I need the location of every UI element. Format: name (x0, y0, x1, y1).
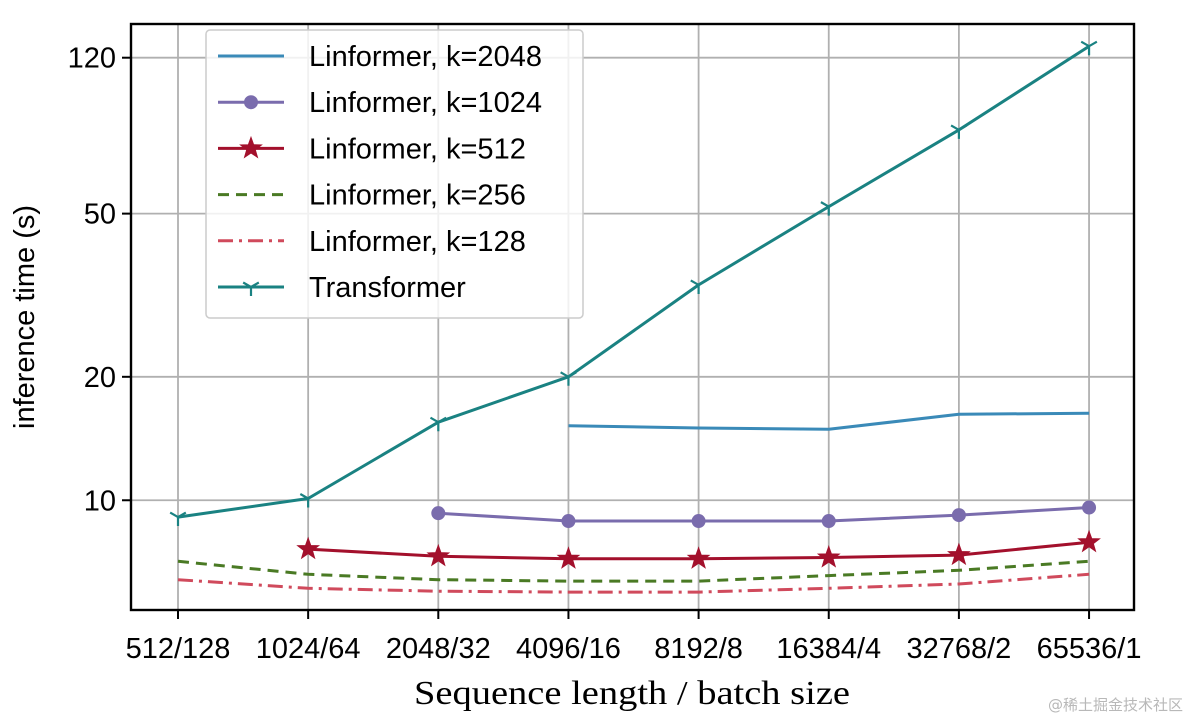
legend-marker (242, 281, 260, 296)
data-point (1082, 500, 1097, 515)
series-line (568, 411, 1090, 431)
legend-entry: Linformer, k=1024 (218, 87, 542, 119)
data-point (820, 201, 838, 216)
series-line (438, 506, 1090, 523)
legend-entry: Linformer, k=2048 (218, 41, 542, 73)
series-linformer-k-1024 (431, 500, 1097, 529)
series-transformer (169, 40, 1098, 527)
series-line (177, 559, 1090, 583)
legend-entry: Transformer (218, 272, 466, 304)
data-point (691, 514, 706, 529)
legend-label: Linformer, k=256 (309, 180, 526, 212)
legend-marker (244, 95, 258, 110)
watermark: @稀土掘金技术社区 (1048, 696, 1183, 714)
legend-entry: Linformer, k=256 (218, 180, 526, 212)
y-axis-label: inference time (s) (9, 205, 41, 429)
data-point (686, 546, 711, 569)
x-tick-label: 2048/32 (386, 633, 491, 665)
data-point (1080, 40, 1098, 56)
x-tick-label: 512/128 (126, 633, 231, 665)
legend-entry: Linformer, k=128 (218, 226, 526, 258)
x-tick-label: 8192/8 (654, 633, 743, 665)
legend-label: Transformer (309, 272, 466, 304)
legend: Linformer, k=2048 Linformer, k=1024 Linfor… (205, 29, 584, 319)
ticks: 512/128 1024/64 2048/32 4096/16 8192/8 16384/… (68, 43, 1142, 665)
data-point (951, 508, 966, 523)
legend-box (205, 29, 584, 319)
legend-label: Linformer, k=512 (309, 133, 526, 165)
data-point (556, 546, 581, 569)
y-tick-label: 10 (84, 485, 116, 517)
data-point (426, 543, 451, 567)
series-linformer-k-512 (296, 529, 1101, 569)
legend-entry: Linformer, k=512 (218, 133, 526, 165)
x-tick-label: 16384/4 (776, 633, 881, 665)
series-line (177, 572, 1090, 594)
y-tick-label: 120 (68, 43, 116, 75)
x-tick-label: 32768/2 (906, 633, 1011, 665)
data-point (299, 493, 317, 508)
y-tick-label: 20 (84, 362, 116, 394)
legend-label: Linformer, k=128 (309, 226, 526, 258)
data-point (296, 536, 321, 560)
series-layer (169, 40, 1101, 594)
data-point (821, 514, 836, 529)
data-point (169, 511, 187, 527)
legend-label: Linformer, k=2048 (309, 41, 542, 73)
data-point (816, 545, 841, 568)
series-linformer-k-2048 (568, 411, 1090, 431)
x-tick-label: 1024/64 (256, 633, 361, 665)
series-linformer-k-128 (177, 572, 1090, 594)
data-point (947, 542, 971, 566)
data-point (950, 124, 968, 139)
legend-label: Linformer, k=1024 (309, 87, 542, 119)
data-point (1077, 529, 1101, 553)
legend-marker (239, 135, 263, 159)
x-tick-label: 65536/1 (1037, 633, 1142, 665)
data-point (431, 506, 446, 521)
y-tick-label: 50 (84, 199, 116, 231)
data-point (690, 279, 707, 294)
data-point (560, 371, 577, 386)
data-point (561, 514, 576, 529)
series-line (177, 44, 1090, 519)
x-axis-label: Sequence length / batch size (414, 675, 850, 712)
series-linformer-k-256 (177, 559, 1090, 583)
data-point (429, 416, 447, 432)
x-tick-label: 4096/16 (516, 633, 621, 665)
plot-frame (129, 22, 1136, 612)
